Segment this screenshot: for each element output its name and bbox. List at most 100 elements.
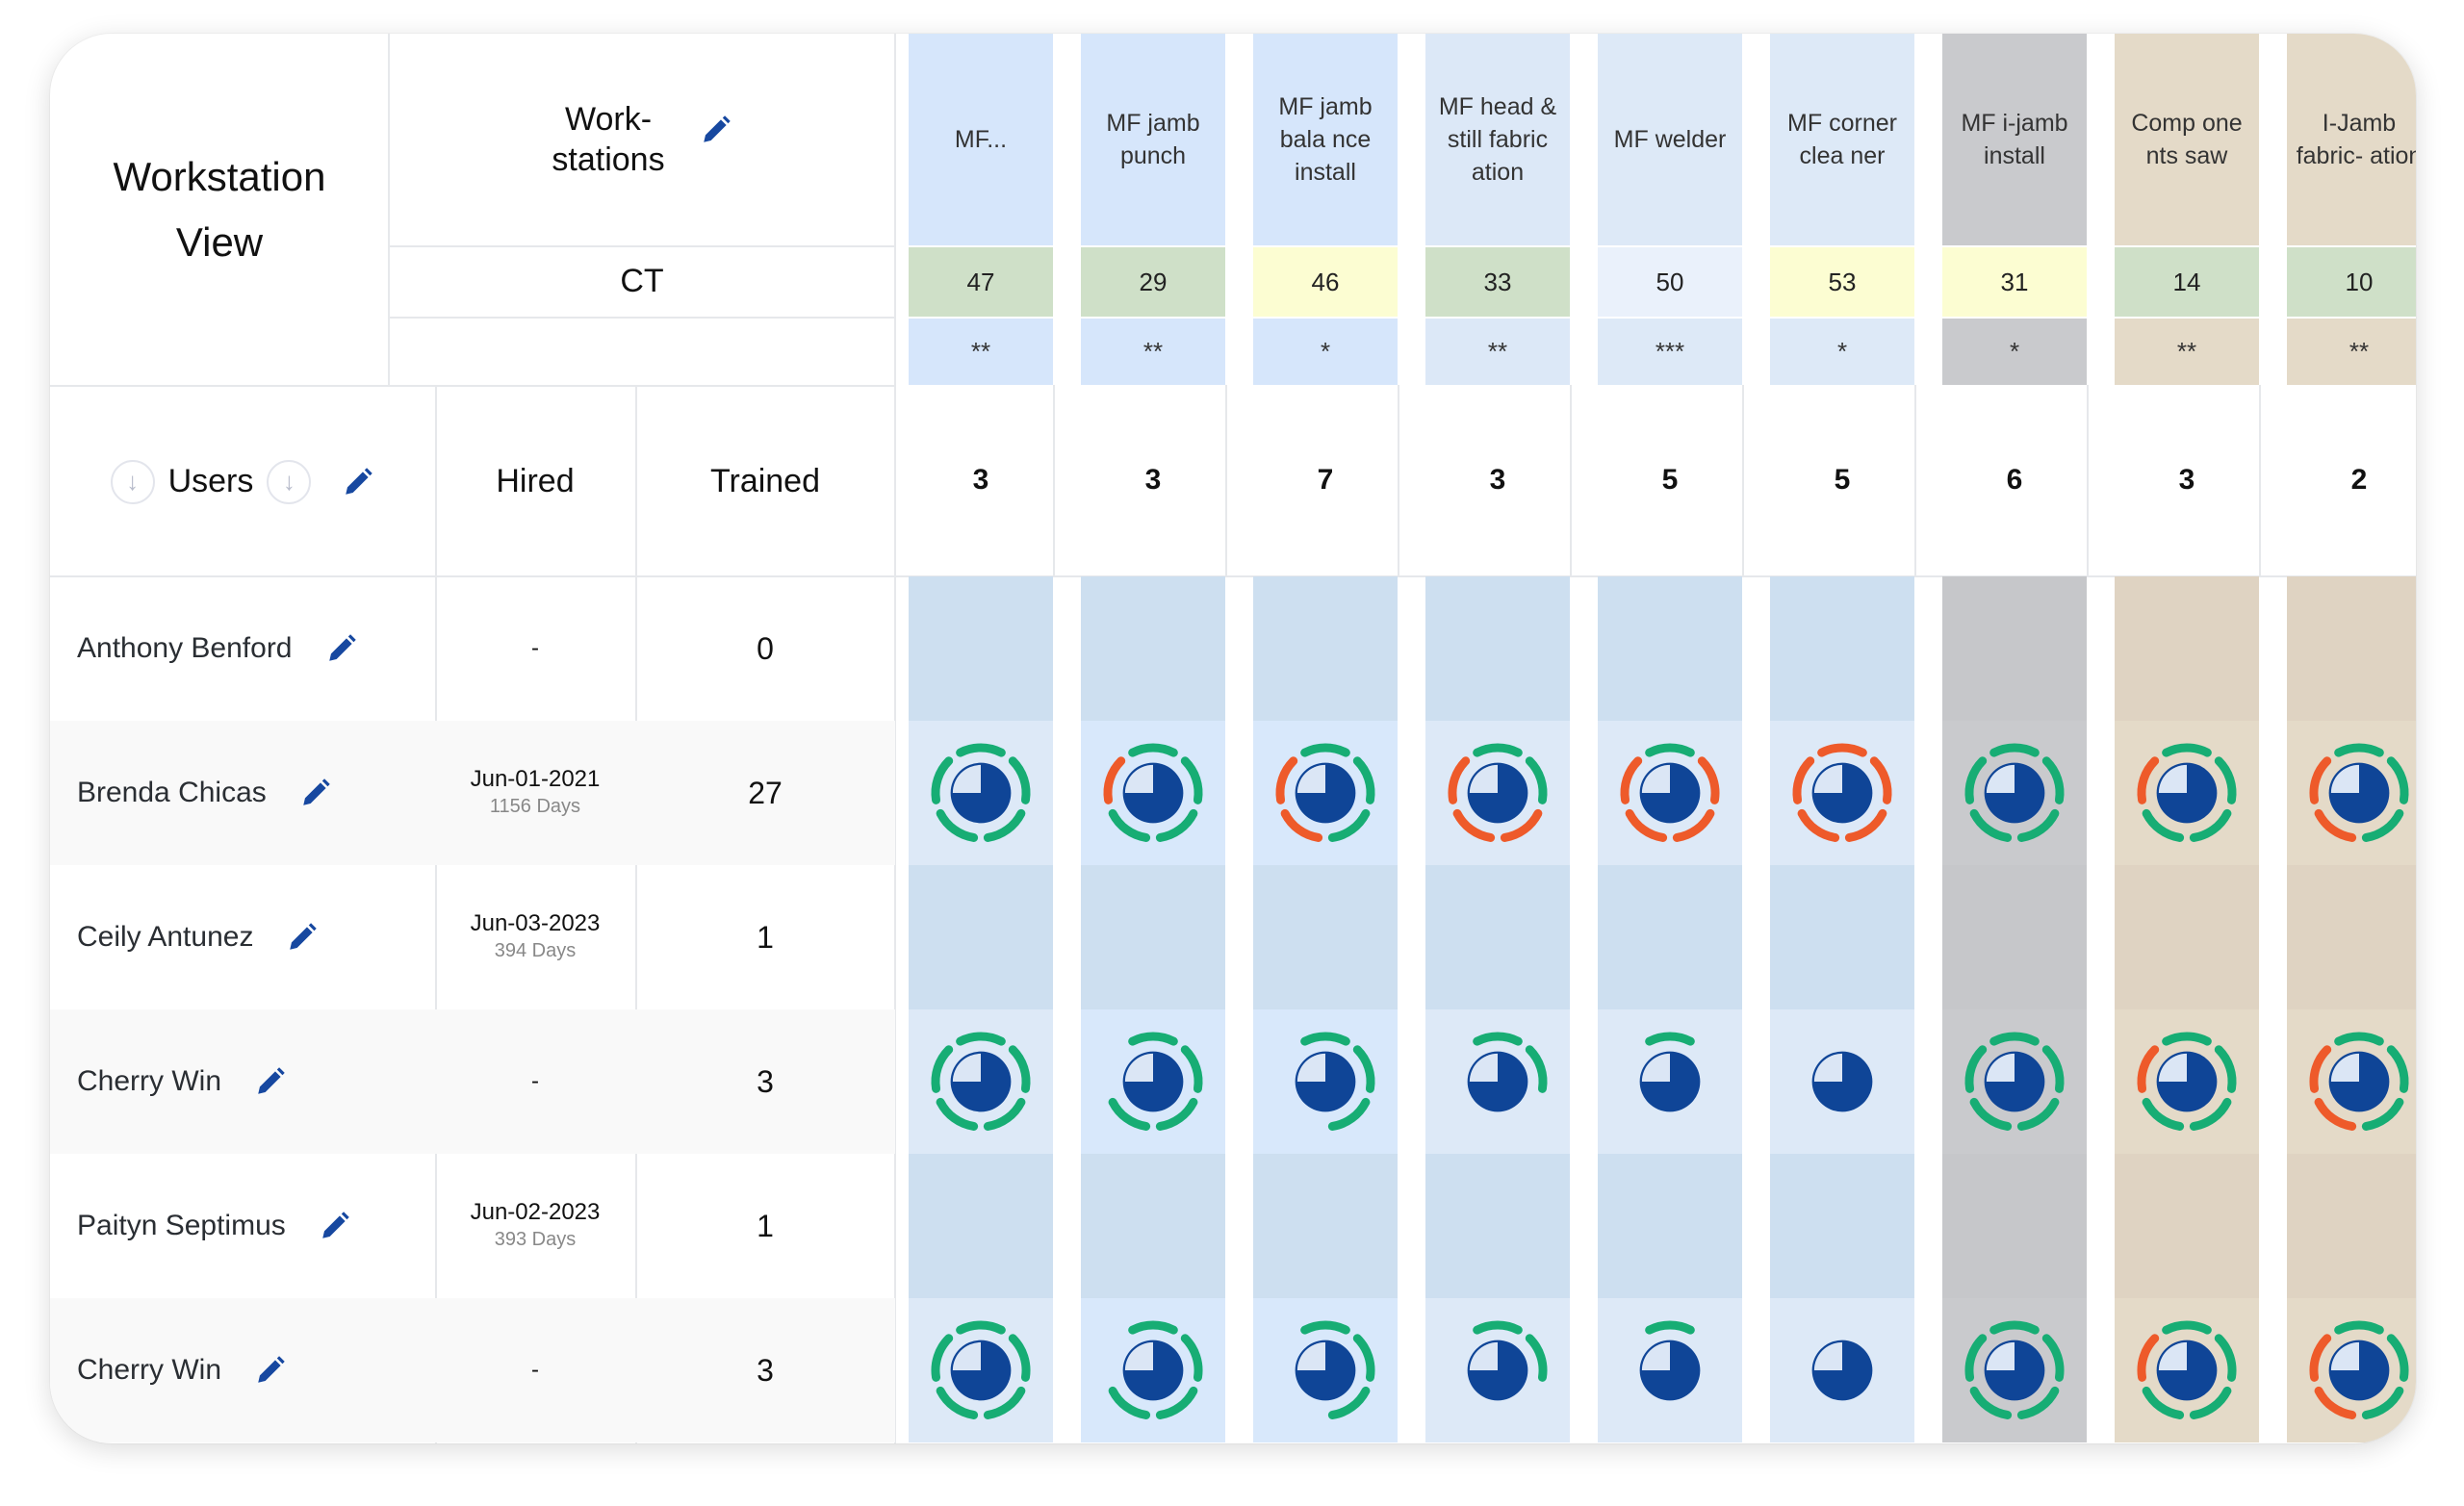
- skill-cell[interactable]: [1770, 1009, 1914, 1154]
- skill-cell[interactable]: [2115, 1154, 2259, 1298]
- skill-cell[interactable]: [2287, 1009, 2416, 1154]
- user-name[interactable]: Brenda Chicas: [77, 777, 267, 808]
- skill-cell[interactable]: [1425, 1154, 1570, 1298]
- skill-cell[interactable]: [1942, 1298, 2087, 1442]
- skill-cell[interactable]: [2287, 576, 2416, 721]
- skill-cell[interactable]: [909, 576, 1053, 721]
- edit-user-pencil-icon[interactable]: [319, 1210, 351, 1242]
- skill-cell[interactable]: [2287, 1154, 2416, 1298]
- edit-users-pencil-icon[interactable]: [342, 466, 374, 498]
- skill-cell[interactable]: [1081, 865, 1225, 1009]
- skill-cell[interactable]: [1425, 576, 1570, 721]
- difficulty-stars: **: [2115, 319, 2259, 385]
- skill-cell[interactable]: [1942, 721, 2087, 865]
- skill-progress-icon: [1108, 1320, 1203, 1419]
- skill-cell[interactable]: [1081, 1298, 1225, 1442]
- skill-cell[interactable]: [2115, 721, 2259, 865]
- skill-cell[interactable]: [1425, 721, 1570, 865]
- workstation-column-header[interactable]: MF head & still fabric ation: [1425, 34, 1570, 245]
- workstation-column-header[interactable]: I-Jamb fabric- ation: [2287, 34, 2416, 245]
- user-name[interactable]: Paityn Septimus: [77, 1210, 286, 1241]
- skill-cell[interactable]: [1942, 865, 2087, 1009]
- segment-green: [2214, 1045, 2237, 1093]
- user-name[interactable]: Anthony Benford: [77, 632, 293, 664]
- hired-date: Jun-02-2023: [470, 1199, 601, 1225]
- skill-cell[interactable]: [909, 865, 1053, 1009]
- skill-cell[interactable]: [1425, 1009, 1570, 1154]
- segment-green: [2386, 1045, 2409, 1093]
- workstation-column-header[interactable]: MF...: [909, 34, 1053, 245]
- segment-green: [956, 743, 1006, 757]
- skill-cell[interactable]: [2287, 865, 2416, 1009]
- workstation-column-header[interactable]: MF jamb bala nce install: [1253, 34, 1398, 245]
- edit-workstations-pencil-icon[interactable]: [700, 114, 732, 146]
- skill-cell[interactable]: [1598, 865, 1742, 1009]
- skill-cell[interactable]: [1598, 1154, 1742, 1298]
- edit-user-pencil-icon[interactable]: [254, 1065, 287, 1098]
- skill-cell[interactable]: [1081, 1154, 1225, 1298]
- skill-cell[interactable]: [1253, 1154, 1398, 1298]
- workstation-column-header[interactable]: MF corner clea ner: [1770, 34, 1914, 245]
- skill-progress-icon: [2309, 1032, 2409, 1131]
- skill-cell[interactable]: [1770, 576, 1914, 721]
- skill-cell[interactable]: [2287, 1298, 2416, 1442]
- edit-user-pencil-icon[interactable]: [254, 1354, 287, 1387]
- skill-progress-icon: [1811, 1340, 1873, 1401]
- workstation-column-header[interactable]: MF jamb punch: [1081, 34, 1225, 245]
- edit-user-pencil-icon[interactable]: [299, 777, 332, 809]
- skill-cell[interactable]: [1081, 721, 1225, 865]
- trained-count: 0: [757, 630, 774, 666]
- sort-down-icon[interactable]: ↓: [267, 459, 312, 504]
- segment-green: [2162, 1032, 2212, 1046]
- skill-cell[interactable]: [1770, 721, 1914, 865]
- segment-green: [1473, 743, 1523, 757]
- skill-cell[interactable]: [1253, 1298, 1398, 1442]
- sort-down-icon[interactable]: ↓: [110, 459, 155, 504]
- trained-user-count: 3: [1144, 464, 1162, 496]
- user-name[interactable]: Ceily Antunez: [77, 921, 254, 953]
- skill-cell[interactable]: [1598, 1298, 1742, 1442]
- skill-cell[interactable]: [1253, 1009, 1398, 1154]
- skill-cell[interactable]: [2115, 576, 2259, 721]
- skill-cell[interactable]: [1942, 576, 2087, 721]
- skill-cell[interactable]: [2287, 721, 2416, 865]
- skill-cell[interactable]: [1598, 576, 1742, 721]
- skill-progress-icon: [2309, 743, 2409, 842]
- skill-cell[interactable]: [1770, 1154, 1914, 1298]
- skill-cell[interactable]: [1081, 1009, 1225, 1154]
- segment-orange: [2314, 1097, 2357, 1131]
- skill-cell[interactable]: [1942, 1154, 2087, 1298]
- segment-green: [1108, 1386, 1151, 1419]
- user-name-cell: Cherry Win: [77, 1009, 287, 1154]
- trained-header: Trained: [709, 463, 821, 499]
- skill-cell[interactable]: [1598, 721, 1742, 865]
- skill-cell[interactable]: [909, 721, 1053, 865]
- skill-cell[interactable]: [909, 1154, 1053, 1298]
- trained-user-count: 3: [1489, 464, 1506, 496]
- user-name[interactable]: Cherry Win: [77, 1354, 222, 1386]
- skill-cell[interactable]: [909, 1009, 1053, 1154]
- skill-cell[interactable]: [1253, 576, 1398, 721]
- segment-green: [1969, 1386, 2013, 1419]
- skill-cell[interactable]: [1081, 576, 1225, 721]
- skill-cell[interactable]: [1770, 865, 1914, 1009]
- skill-cell[interactable]: [909, 1298, 1053, 1442]
- skill-cell[interactable]: [1253, 721, 1398, 865]
- workstation-column-header[interactable]: Comp one nts saw: [2115, 34, 2259, 245]
- user-name[interactable]: Cherry Win: [77, 1065, 222, 1097]
- edit-user-pencil-icon[interactable]: [325, 632, 358, 665]
- workstation-column-header[interactable]: MF welder: [1598, 34, 1742, 245]
- skill-cell[interactable]: [1770, 1298, 1914, 1442]
- skill-cell[interactable]: [1425, 865, 1570, 1009]
- workstation-column-header[interactable]: MF i-jamb install: [1942, 34, 2087, 245]
- skill-cell[interactable]: [1253, 865, 1398, 1009]
- skill-cell[interactable]: [1942, 1009, 2087, 1154]
- skill-cell[interactable]: [1425, 1298, 1570, 1442]
- pie-quarter: [1813, 1053, 1842, 1082]
- skill-cell[interactable]: [2115, 865, 2259, 1009]
- skill-cell[interactable]: [2115, 1009, 2259, 1154]
- pie-quarter: [1469, 1341, 1498, 1370]
- skill-cell[interactable]: [2115, 1298, 2259, 1442]
- edit-user-pencil-icon[interactable]: [286, 921, 319, 954]
- skill-cell[interactable]: [1598, 1009, 1742, 1154]
